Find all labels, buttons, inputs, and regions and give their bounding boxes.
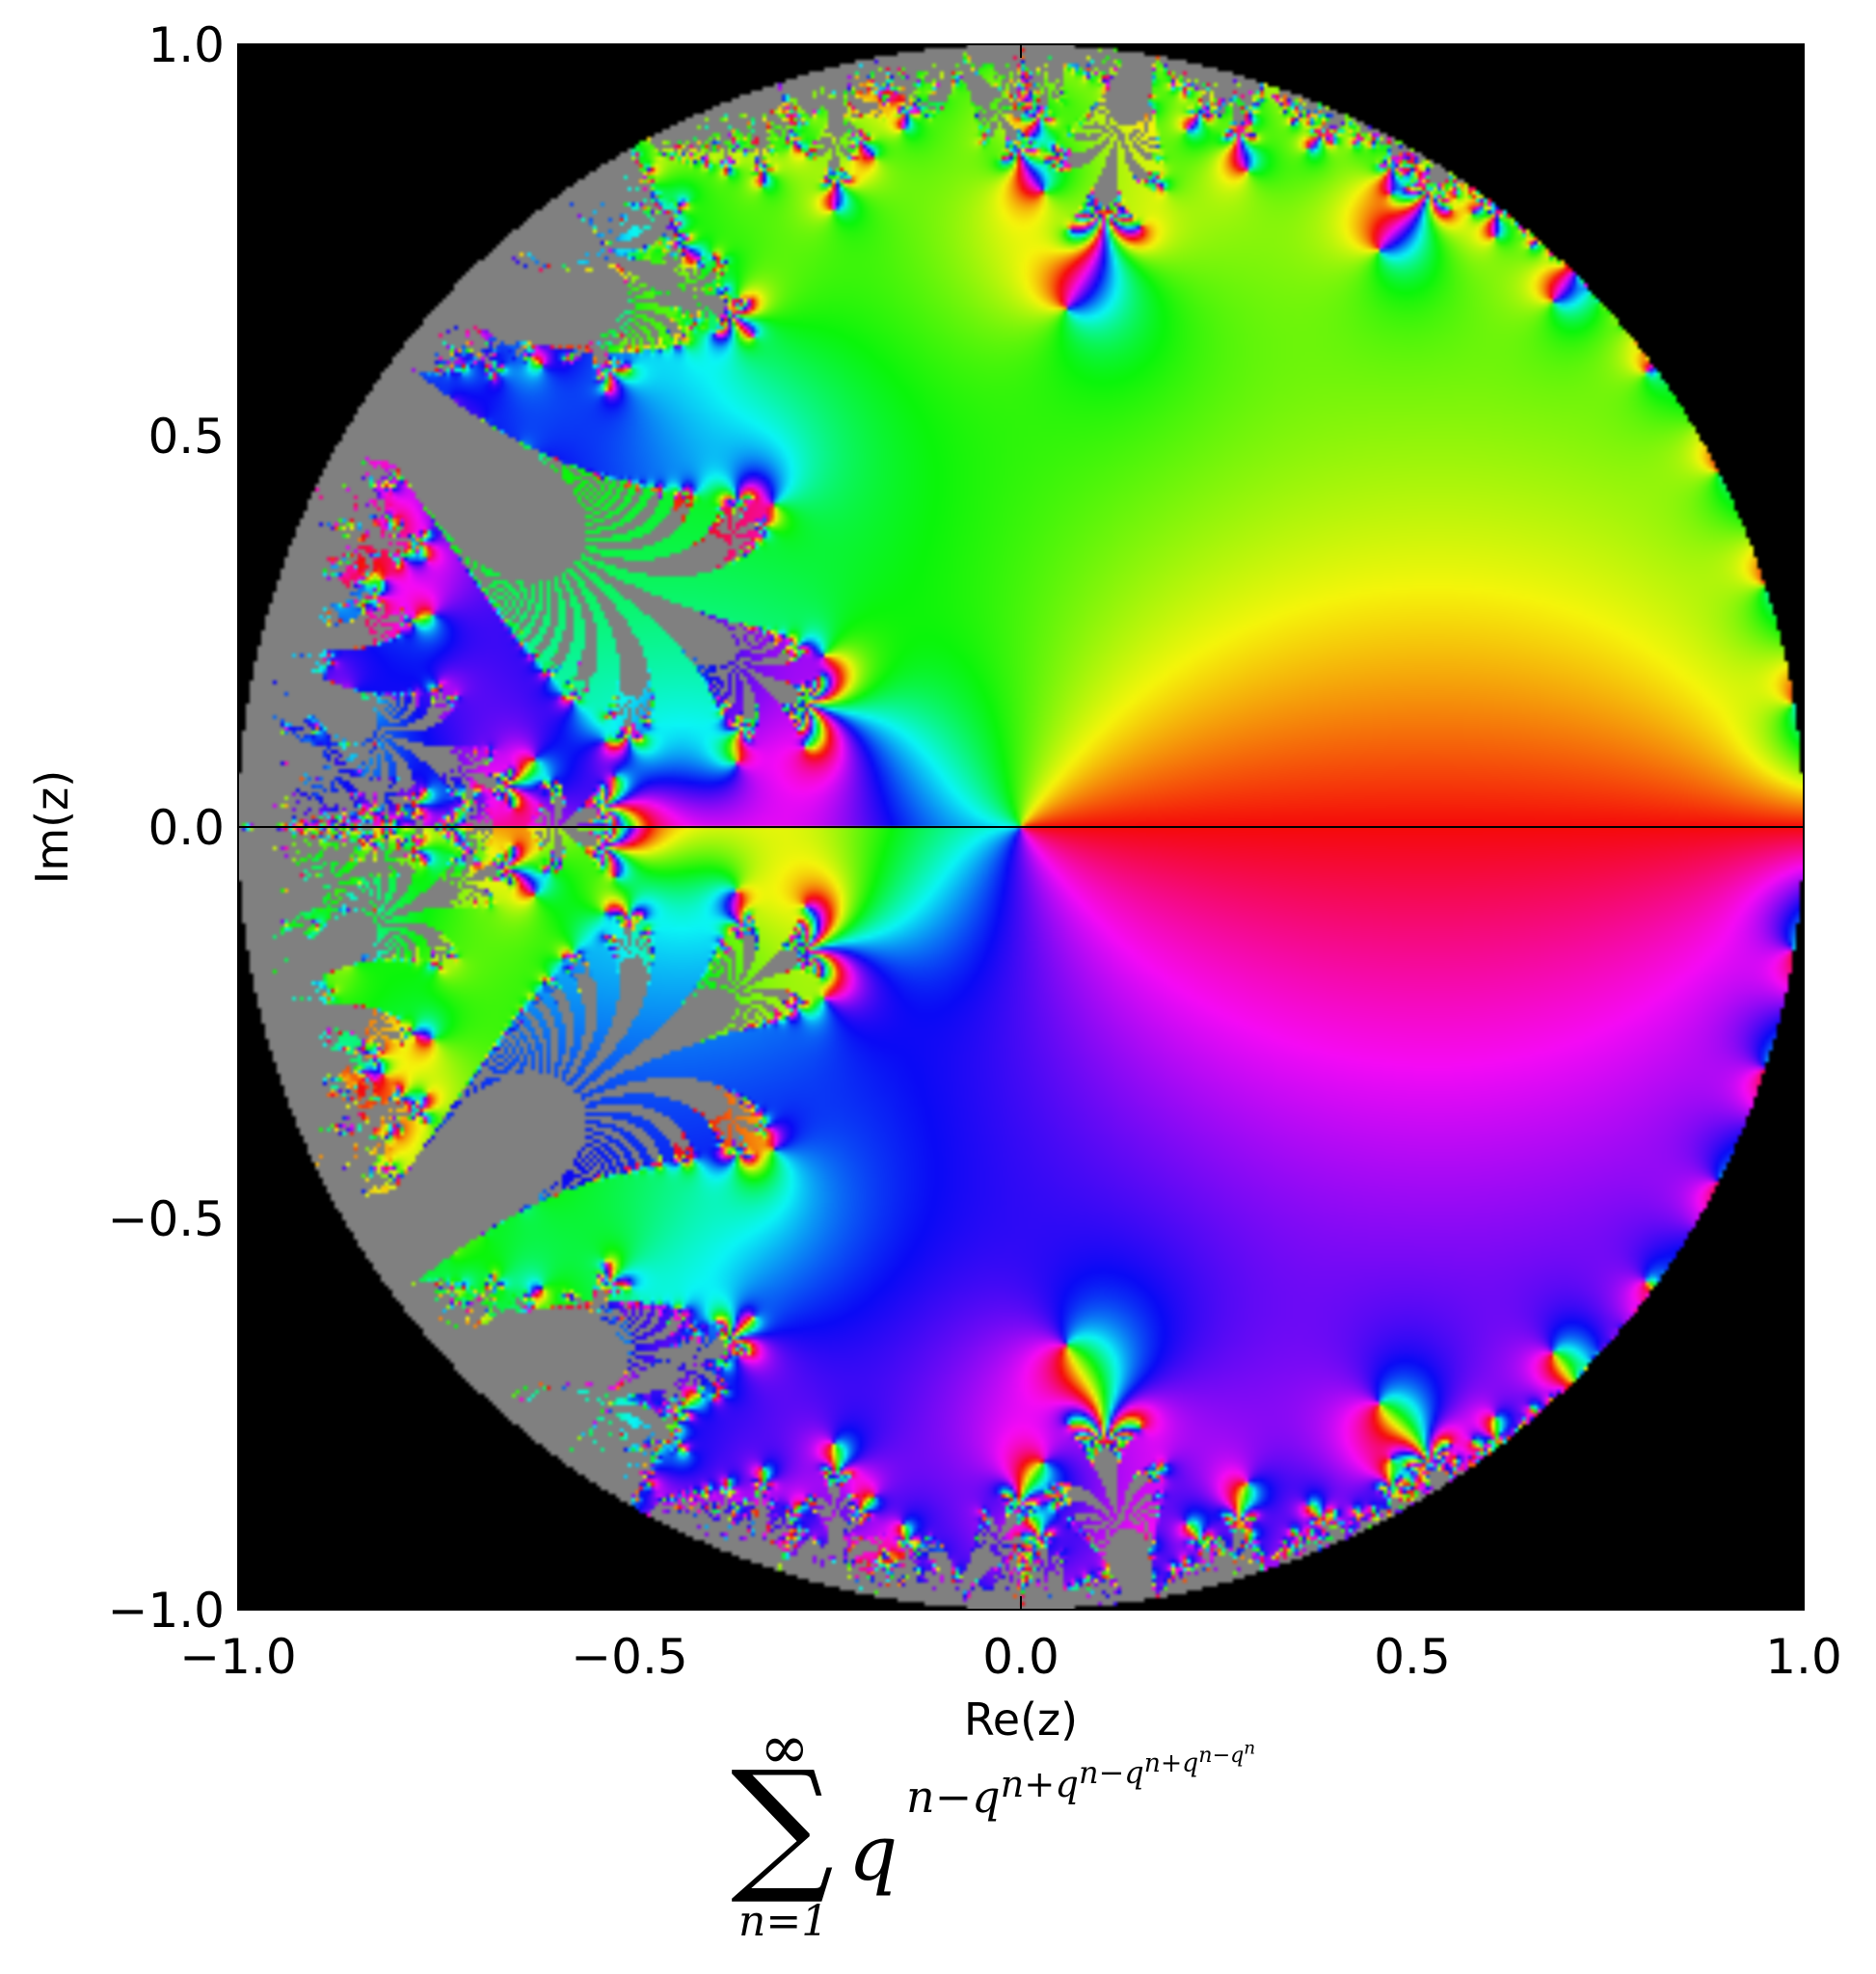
x-tick-label: 0.0 [982, 1629, 1059, 1685]
sum-upper-limit: ∞ [760, 1712, 810, 1782]
y-tick-label: 0.5 [147, 409, 225, 465]
y-tick-label: 0.0 [147, 800, 225, 856]
y-tick-label: −1.0 [108, 1583, 225, 1639]
y-axis-label: Im(z) [26, 770, 78, 884]
x-tick-label: 1.0 [1765, 1629, 1842, 1685]
y-tick-label: −0.5 [108, 1191, 225, 1247]
x-tick-label: 0.5 [1374, 1629, 1451, 1685]
x-tick-label: −0.5 [571, 1629, 687, 1685]
formula-exponent: n−qn+qn−qn+qn−qn [906, 1739, 1256, 1823]
y-tick-label: 1.0 [147, 17, 225, 73]
sum-lower-limit: n=1 [738, 1897, 829, 1946]
formula-base: q [848, 1808, 898, 1898]
formula-caption: ∞ ∑ n=1 q n−qn+qn−qn+qn−qn [713, 1712, 1330, 1947]
x-tick-label: −1.0 [179, 1629, 296, 1685]
sum-sign: ∑ [731, 1741, 835, 1908]
x-axis-label: Re(z) [964, 1694, 1078, 1746]
